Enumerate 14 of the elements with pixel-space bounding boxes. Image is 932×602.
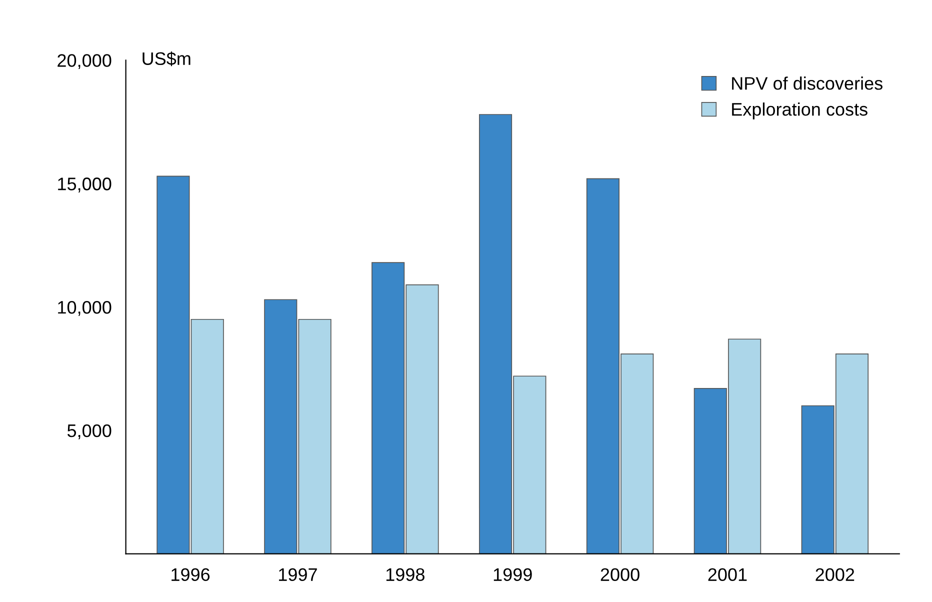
y-tick-label: 15,000 <box>58 178 112 192</box>
legend-label: Exploration costs <box>732 102 868 120</box>
x-tick-label: 2000 <box>600 568 640 581</box>
legend-label: NPV of discoveries <box>732 76 882 90</box>
y-tick-label: 5,000 <box>67 424 112 440</box>
y-axis-title: US$m <box>142 52 190 66</box>
x-tick-label: 2002 <box>816 568 854 581</box>
x-tick-label: 1999 <box>494 568 532 581</box>
x-tick-label: 1997 <box>279 568 317 581</box>
x-tick-label: 2001 <box>708 568 747 581</box>
x-tick-label: 1998 <box>386 568 424 581</box>
y-tick-label: 10,000 <box>58 300 112 316</box>
x-tick-label: 1996 <box>172 568 210 581</box>
y-tick-label: 20,000 <box>58 54 112 70</box>
